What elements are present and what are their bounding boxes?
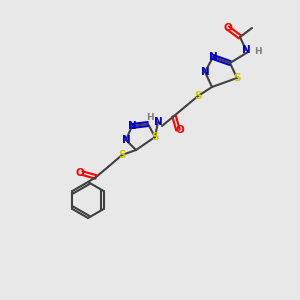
Text: N: N bbox=[122, 135, 130, 145]
Text: S: S bbox=[151, 132, 159, 142]
Text: N: N bbox=[201, 67, 209, 77]
Text: O: O bbox=[176, 125, 184, 135]
Text: H: H bbox=[254, 47, 262, 56]
Text: O: O bbox=[224, 23, 232, 33]
Text: S: S bbox=[233, 73, 241, 83]
Text: N: N bbox=[242, 45, 250, 55]
Text: N: N bbox=[128, 121, 136, 131]
Text: S: S bbox=[194, 91, 202, 101]
Text: S: S bbox=[118, 150, 126, 160]
Text: N: N bbox=[154, 117, 162, 127]
Text: O: O bbox=[76, 168, 84, 178]
Text: H: H bbox=[146, 113, 154, 122]
Text: N: N bbox=[208, 52, 217, 62]
